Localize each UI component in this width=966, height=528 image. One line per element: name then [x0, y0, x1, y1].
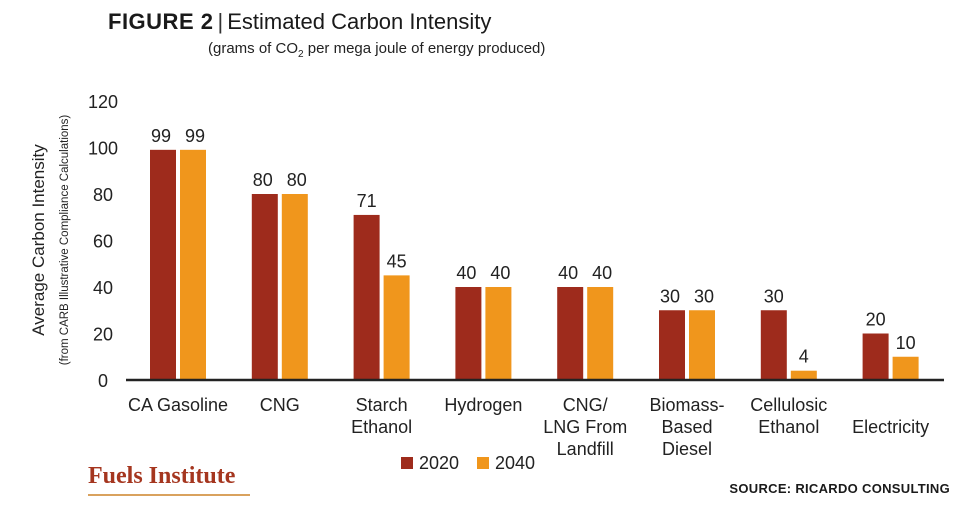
x-category-label: Ethanol: [758, 417, 819, 437]
subtitle-post: per mega joule of energy produced): [303, 40, 546, 57]
legend-swatch-2020: [401, 457, 413, 469]
x-category-label: CNG/: [563, 395, 608, 415]
bar-2020-7: [862, 333, 889, 380]
figure-subtitle: (grams of CO2 per mega joule of energy p…: [208, 40, 545, 60]
bar-2020-4: [557, 287, 584, 380]
bar-2040-3: [485, 287, 512, 380]
data-label: 40: [456, 263, 476, 283]
bar-2040-6: [790, 370, 817, 380]
data-label: 80: [253, 170, 273, 190]
data-label: 45: [387, 251, 407, 271]
data-label: 99: [151, 126, 171, 146]
fuels-institute-logo: Fuels Institute: [88, 463, 236, 489]
subtitle-pre: (grams of CO: [208, 40, 299, 57]
bar-2040-1: [281, 194, 308, 380]
bar-2040-5: [689, 310, 715, 380]
legend-swatch-2040: [477, 457, 489, 469]
data-label: 20: [866, 310, 886, 330]
figure-separator: |: [217, 9, 224, 34]
x-category-label: CNG: [260, 395, 300, 415]
figure-title: FIGURE 2 | Estimated Carbon Intensity: [108, 9, 491, 35]
y-tick-label: 40: [93, 278, 113, 298]
x-category-label: Based: [661, 417, 712, 437]
x-category-label: Biomass-: [649, 395, 724, 415]
y-tick-label: 0: [98, 371, 108, 391]
data-label: 40: [490, 263, 510, 283]
bar-2020-6: [760, 310, 787, 380]
bar-2040-7: [892, 356, 919, 380]
x-category-label: Starch: [356, 395, 408, 415]
data-label: 40: [558, 263, 578, 283]
bar-2020-3: [455, 287, 482, 380]
data-label: 10: [896, 333, 916, 353]
x-category-label: LNG From: [543, 417, 627, 437]
figure-name: Estimated Carbon Intensity: [227, 9, 492, 34]
legend-label-2040: 2040: [495, 453, 535, 473]
data-label: 99: [185, 126, 205, 146]
source-credit: SOURCE: RICARDO CONSULTING: [729, 481, 950, 496]
y-tick-label: 80: [93, 185, 113, 205]
x-category-label: Hydrogen: [444, 395, 522, 415]
x-category-label: Electricity: [852, 417, 929, 437]
y-tick-label: 100: [88, 139, 118, 159]
data-label: 40: [592, 263, 612, 283]
data-label: 4: [799, 347, 809, 367]
subtitle-subscript: 2: [298, 49, 304, 60]
y-axis-title: Average Carbon Intensity: [29, 144, 48, 336]
x-category-label: CA Gasoline: [128, 395, 228, 415]
data-label: 30: [660, 286, 680, 306]
bar-2020-2: [353, 214, 380, 380]
data-label: 80: [287, 170, 307, 190]
y-tick-label: 120: [88, 92, 118, 112]
figure-label: FIGURE 2: [108, 9, 214, 34]
x-category-label: Landfill: [557, 439, 614, 459]
y-axis-subtitle: (from CARB Illustrative Compliance Calcu…: [59, 115, 71, 366]
bar-2020-1: [251, 194, 278, 380]
legend-label-2020: 2020: [419, 453, 459, 473]
x-category-label: Ethanol: [351, 417, 412, 437]
y-tick-label: 60: [93, 232, 113, 252]
data-label: 71: [357, 191, 377, 211]
x-category-label: Cellulosic: [750, 395, 827, 415]
bar-2040-4: [587, 287, 614, 380]
data-label: 30: [764, 286, 784, 306]
bar-2040-2: [383, 275, 410, 380]
bar-2020-0: [150, 149, 176, 380]
y-tick-label: 20: [93, 325, 113, 345]
logo-underline: [88, 494, 250, 496]
bar-2040-0: [180, 149, 206, 380]
x-category-label: Diesel: [662, 439, 712, 459]
bar-2020-5: [659, 310, 685, 380]
data-label: 30: [694, 286, 714, 306]
